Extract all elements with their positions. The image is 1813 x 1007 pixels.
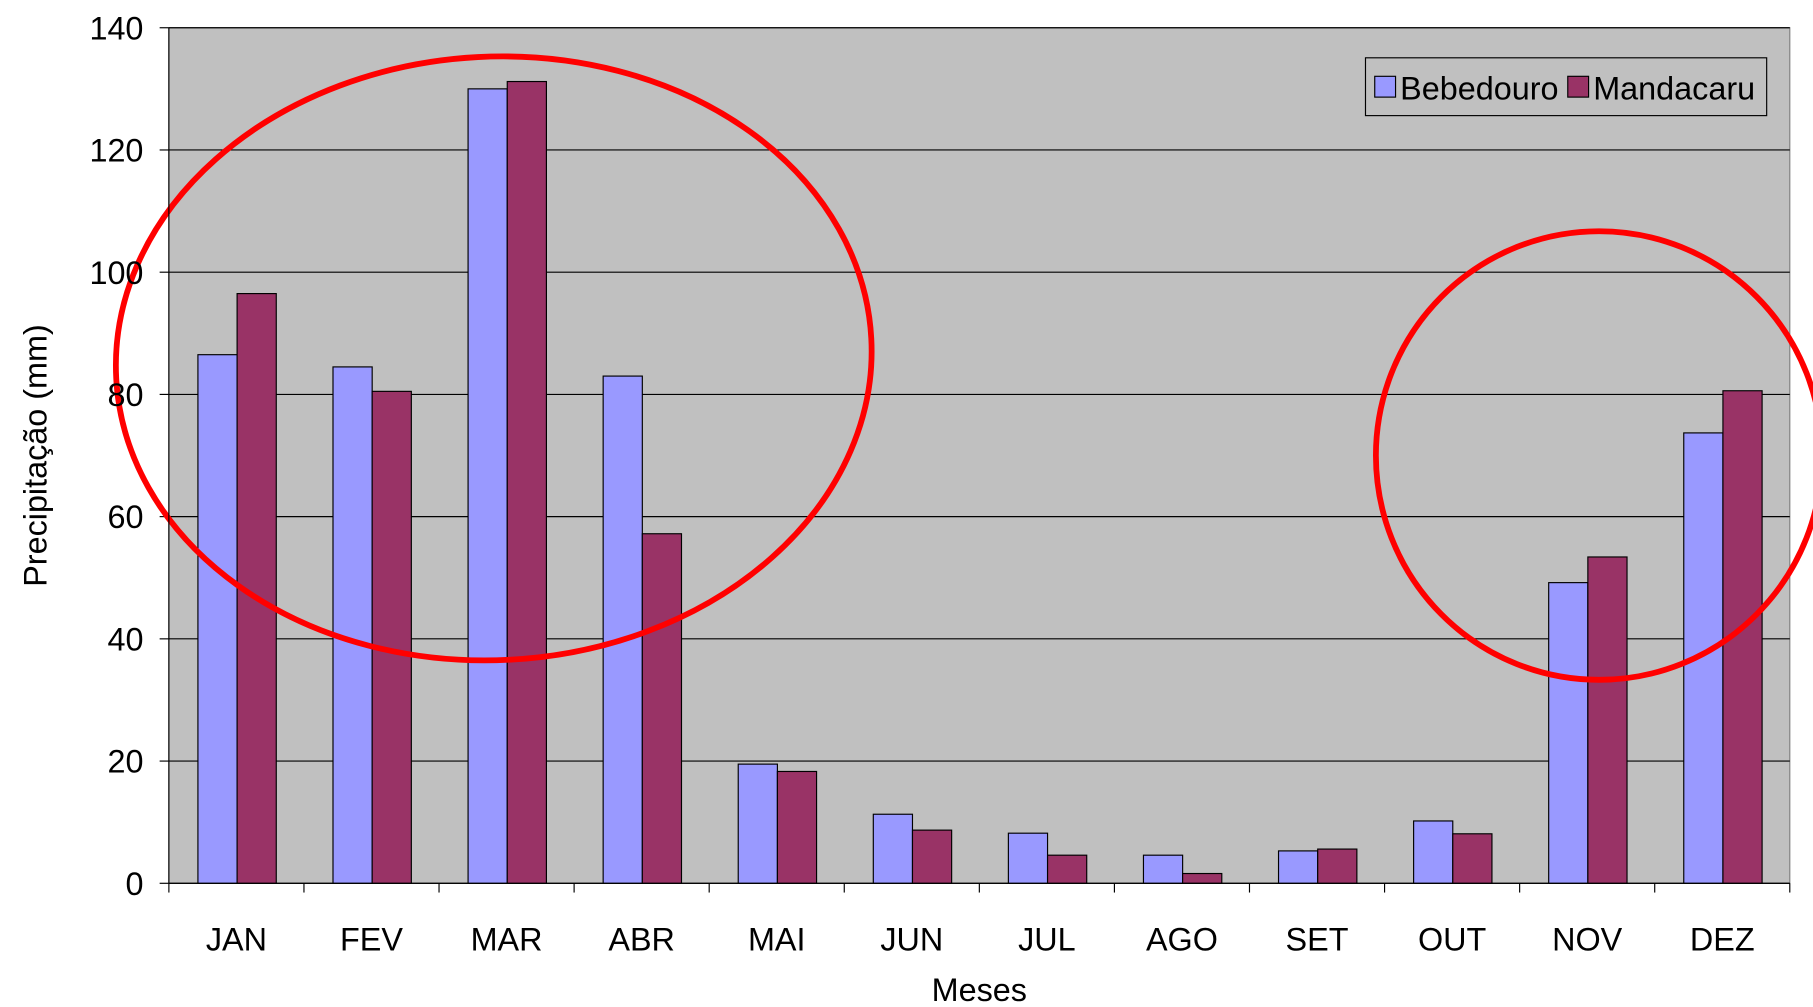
y-tick-label: 140 bbox=[89, 10, 143, 46]
highlight-ellipse bbox=[1373, 228, 1813, 683]
x-tick-label: DEZ bbox=[1690, 921, 1755, 957]
highlight-ellipse bbox=[112, 53, 875, 664]
bar bbox=[1007, 832, 1049, 884]
x-axis-label: Meses bbox=[932, 972, 1027, 1007]
x-tick-label: JAN bbox=[206, 921, 267, 957]
plot-area bbox=[168, 27, 1791, 884]
bar bbox=[467, 88, 508, 884]
bar bbox=[1413, 820, 1454, 884]
bar bbox=[911, 829, 953, 884]
bar bbox=[506, 80, 547, 884]
bar bbox=[1587, 556, 1628, 884]
bar bbox=[1142, 854, 1184, 884]
bar bbox=[776, 770, 818, 884]
x-tick-label: NOV bbox=[1552, 921, 1623, 957]
x-tick-label: ABR bbox=[608, 921, 675, 957]
bar bbox=[602, 375, 643, 884]
x-tick-label: AGO bbox=[1146, 921, 1218, 957]
bar bbox=[332, 366, 373, 884]
bar bbox=[1548, 582, 1589, 884]
x-tick-label: MAR bbox=[471, 921, 543, 957]
x-tick-label: JUL bbox=[1018, 921, 1076, 957]
legend-box bbox=[1364, 57, 1768, 117]
bar bbox=[1452, 833, 1493, 884]
legend-label: Bebedouro bbox=[1400, 70, 1558, 106]
bar bbox=[1317, 848, 1358, 884]
bar bbox=[1046, 854, 1088, 884]
x-tick-label: MAI bbox=[748, 921, 806, 957]
bar bbox=[197, 354, 238, 884]
legend-swatch bbox=[1567, 75, 1590, 98]
y-tick-label: 20 bbox=[107, 744, 143, 780]
x-tick-label: FEV bbox=[340, 921, 403, 957]
legend-label: Mandacaru bbox=[1593, 70, 1755, 106]
y-tick-label: 120 bbox=[89, 133, 143, 169]
legend-swatch bbox=[1374, 75, 1397, 98]
y-axis-label: Precipitação (mm) bbox=[17, 324, 53, 587]
bar bbox=[371, 390, 412, 884]
x-tick-label: OUT bbox=[1418, 921, 1487, 957]
y-tick-label: 40 bbox=[107, 621, 143, 657]
bar bbox=[1277, 850, 1319, 884]
bar bbox=[1182, 872, 1223, 884]
bar bbox=[737, 763, 778, 884]
y-tick-label: 80 bbox=[107, 377, 143, 413]
legend: Bebedouro Mandacaru bbox=[1364, 57, 1768, 117]
bar bbox=[872, 813, 914, 884]
y-tick-label: 60 bbox=[107, 499, 143, 535]
y-tick-label: 100 bbox=[89, 255, 143, 291]
x-tick-label: SET bbox=[1286, 921, 1349, 957]
bar bbox=[641, 533, 683, 884]
y-tick-label: 0 bbox=[125, 866, 143, 902]
x-tick-label: JUN bbox=[880, 921, 943, 957]
